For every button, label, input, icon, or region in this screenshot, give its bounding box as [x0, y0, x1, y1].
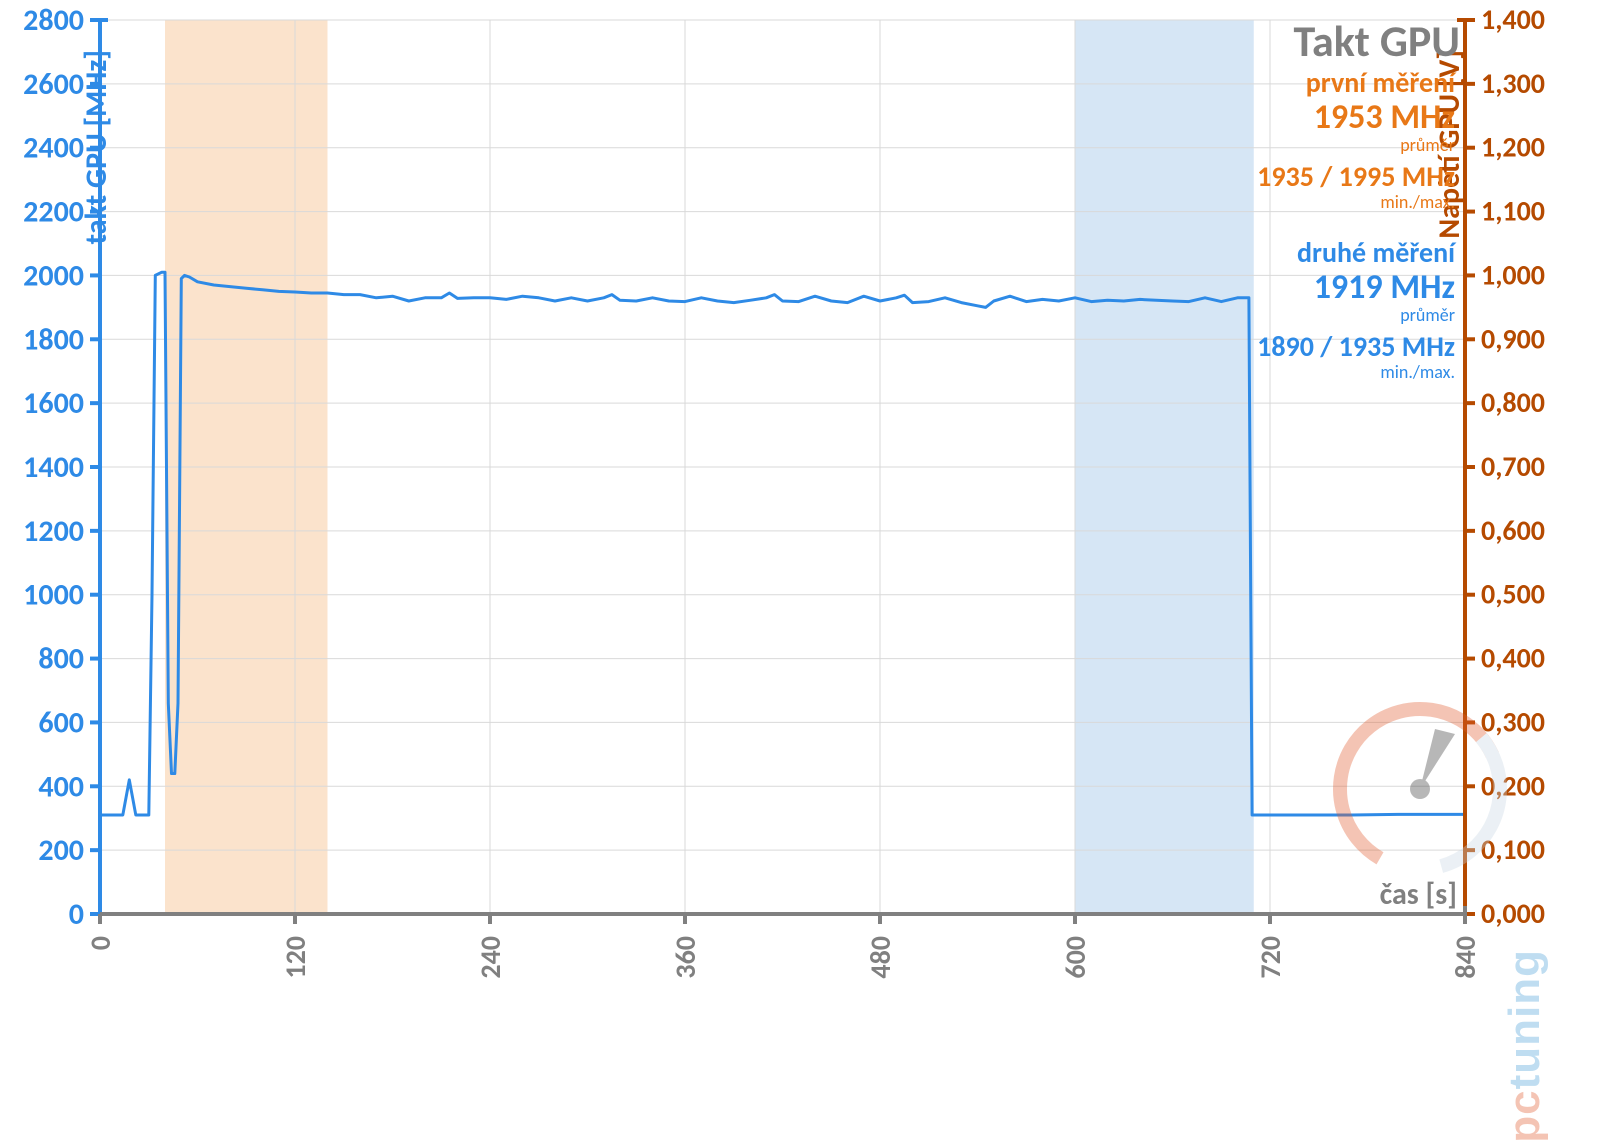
svg-text:2600: 2600 — [23, 66, 84, 103]
svg-text:1800: 1800 — [23, 321, 84, 358]
svg-text:600: 600 — [38, 704, 84, 741]
svg-text:2000: 2000 — [23, 257, 84, 294]
svg-text:1,000: 1,000 — [1481, 257, 1545, 292]
annot-first-header: první měření — [1257, 68, 1455, 99]
annot-second-value: 1919 MHz — [1257, 269, 1455, 306]
chart-title: Takt GPU — [1294, 14, 1460, 68]
svg-text:2200: 2200 — [23, 194, 84, 231]
svg-text:0,300: 0,300 — [1481, 704, 1545, 739]
svg-text:čas [s]: čas [s] — [1380, 876, 1457, 913]
svg-text:840: 840 — [1448, 936, 1483, 979]
svg-text:0,800: 0,800 — [1481, 385, 1545, 420]
svg-text:200: 200 — [38, 832, 84, 869]
annot-first-minmax: 1935 / 1995 MHz — [1257, 162, 1455, 193]
svg-text:600: 600 — [1058, 936, 1093, 979]
watermark-text-1: pc — [1500, 1089, 1549, 1142]
svg-text:2400: 2400 — [23, 130, 84, 167]
svg-text:0,000: 0,000 — [1481, 896, 1545, 931]
svg-text:1200: 1200 — [23, 513, 84, 550]
svg-text:1000: 1000 — [23, 577, 84, 614]
svg-text:1,300: 1,300 — [1481, 66, 1545, 101]
svg-text:0,500: 0,500 — [1481, 577, 1545, 612]
annot-second-value-sub: průměr — [1257, 306, 1455, 326]
svg-text:720: 720 — [1253, 936, 1288, 979]
annotation-first: první měření 1953 MHz průměr 1935 / 1995… — [1257, 68, 1455, 213]
svg-text:400: 400 — [38, 768, 84, 805]
annot-first-value: 1953 MHz — [1257, 99, 1455, 136]
svg-text:0: 0 — [69, 896, 84, 933]
annot-first-value-sub: průměr — [1257, 136, 1455, 156]
svg-text:1,400: 1,400 — [1481, 2, 1545, 37]
svg-text:120: 120 — [278, 936, 313, 979]
svg-text:takt GPU [MHz]: takt GPU [MHz] — [78, 50, 115, 244]
svg-text:0,100: 0,100 — [1481, 832, 1545, 867]
svg-text:360: 360 — [668, 936, 703, 979]
annotation-second: druhé měření 1919 MHz průměr 1890 / 1935… — [1257, 238, 1455, 383]
annot-second-minmax-sub: min./max. — [1257, 363, 1455, 383]
svg-text:240: 240 — [473, 936, 508, 979]
svg-text:0,900: 0,900 — [1481, 321, 1545, 356]
svg-text:1600: 1600 — [23, 385, 84, 422]
annot-second-minmax: 1890 / 1935 MHz — [1257, 332, 1455, 363]
svg-text:0,200: 0,200 — [1481, 768, 1545, 803]
svg-text:480: 480 — [863, 936, 898, 979]
annot-second-header: druhé měření — [1257, 238, 1455, 269]
svg-text:800: 800 — [38, 641, 84, 678]
annot-first-minmax-sub: min./max. — [1257, 193, 1455, 213]
svg-text:1400: 1400 — [23, 449, 84, 486]
svg-text:0,700: 0,700 — [1481, 449, 1545, 484]
svg-text:0: 0 — [83, 936, 118, 950]
svg-text:0,600: 0,600 — [1481, 513, 1545, 548]
svg-text:0,400: 0,400 — [1481, 641, 1545, 676]
svg-text:2800: 2800 — [23, 2, 84, 39]
svg-text:1,200: 1,200 — [1481, 130, 1545, 165]
svg-text:1,100: 1,100 — [1481, 194, 1545, 229]
